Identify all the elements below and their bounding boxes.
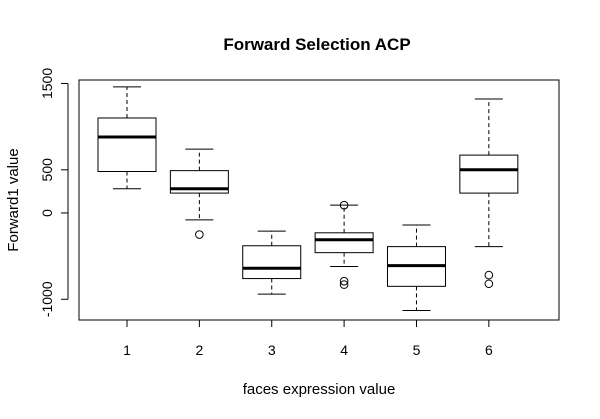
chart-title: Forward Selection ACP bbox=[223, 35, 410, 54]
plot-frame bbox=[78, 79, 560, 321]
x-tick-label: 2 bbox=[195, 342, 203, 358]
y-axis: -1000 0 500 1500 bbox=[39, 68, 69, 317]
x-tick-label: 4 bbox=[340, 342, 348, 358]
y-tick-label: 1500 bbox=[39, 68, 55, 99]
box-group-1 bbox=[97, 86, 157, 190]
x-tick-label: 3 bbox=[268, 342, 276, 358]
box-group-4 bbox=[314, 200, 374, 289]
x-axis-label: faces expression value bbox=[243, 381, 396, 398]
x-tick-label: 5 bbox=[413, 342, 421, 358]
box-iqr bbox=[97, 117, 157, 173]
outlier-point bbox=[339, 200, 349, 210]
box-group-3 bbox=[242, 230, 302, 295]
y-tick-label: 0 bbox=[39, 209, 55, 217]
box-group-5 bbox=[386, 224, 446, 312]
boxes bbox=[97, 86, 519, 312]
outlier-point bbox=[484, 270, 494, 280]
x-axis: 1 2 3 4 5 6 bbox=[123, 319, 493, 358]
y-tick-label: 500 bbox=[39, 158, 55, 182]
outlier-point bbox=[339, 276, 349, 286]
box-iqr bbox=[242, 245, 302, 280]
box-iqr bbox=[459, 154, 519, 194]
outlier-point bbox=[339, 280, 349, 289]
box-group-2 bbox=[169, 148, 229, 239]
y-axis-label: Forward1 value bbox=[5, 148, 22, 251]
x-tick-label: 6 bbox=[485, 342, 493, 358]
box-iqr bbox=[314, 232, 374, 254]
y-tick-label: -1000 bbox=[39, 281, 55, 317]
x-tick-label: 1 bbox=[123, 342, 131, 358]
outlier-point bbox=[195, 230, 204, 239]
outlier-point bbox=[484, 279, 494, 289]
box-group-6 bbox=[459, 98, 519, 289]
